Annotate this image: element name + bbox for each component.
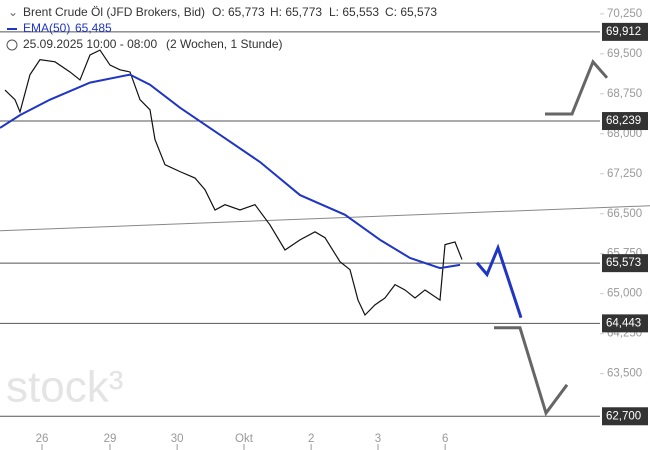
- y-tick-label: 69,500: [607, 48, 642, 60]
- ohlc-close: C: 65,573: [385, 5, 437, 19]
- x-tick-label: 30: [171, 433, 184, 445]
- price-line: [4, 49, 463, 317]
- level-box: [602, 407, 648, 426]
- level-label: 68,239: [606, 115, 641, 127]
- indicator-label: EMA(50): [23, 21, 70, 35]
- period: 25.09.2025 10:00 - 08:00: [23, 37, 157, 51]
- projection-arrow: [475, 243, 523, 319]
- x-tick-label: Okt: [235, 433, 254, 445]
- indicator-value: 65,485: [75, 21, 112, 35]
- x-tick-label: 6: [442, 433, 448, 445]
- level-box: [602, 112, 648, 131]
- x-tick-label: 26: [36, 433, 49, 445]
- period-note: (2 Wochen, 1 Stunde): [166, 37, 283, 51]
- instrument-title: Brent Crude Öl (JFD Brokers, Bid): [23, 5, 205, 19]
- ohlc-open: O: 65,773: [212, 5, 265, 19]
- ohlc-low: L: 65,553: [329, 5, 379, 19]
- collapse-icon: ⌄: [8, 5, 18, 19]
- projection-arrow: [545, 59, 609, 116]
- level-label: 65,573: [606, 257, 641, 269]
- y-tick-label: 67,250: [607, 168, 642, 180]
- level-label: 64,443: [606, 317, 641, 329]
- x-tick-label: 3: [375, 433, 381, 445]
- header: ⌄ Brent Crude Öl (JFD Brokers, Bid) O: 6…: [6, 5, 437, 51]
- y-tick-label: 68,000: [607, 128, 642, 140]
- y-tick-label: 65,000: [607, 288, 642, 300]
- ohlc-high: H: 65,773: [270, 5, 322, 19]
- level-label: 62,700: [606, 410, 641, 422]
- y-tick-label: 70,250: [607, 8, 642, 20]
- watermark: stock³: [6, 363, 123, 412]
- clock-icon: [6, 39, 18, 51]
- projection-arrow: [494, 326, 569, 417]
- level-box: [602, 254, 648, 273]
- level-box: [602, 22, 648, 41]
- trendline: [0, 205, 650, 232]
- y-tick-label: 63,500: [607, 368, 642, 380]
- x-tick-label: 2: [308, 433, 314, 445]
- x-tick-label: 29: [104, 433, 117, 445]
- y-tick-label: 66,500: [607, 208, 642, 220]
- level-box: [602, 314, 648, 333]
- ema-line: [0, 73, 461, 270]
- level-label: 69,912: [606, 26, 641, 38]
- y-tick-label: 68,750: [607, 88, 642, 100]
